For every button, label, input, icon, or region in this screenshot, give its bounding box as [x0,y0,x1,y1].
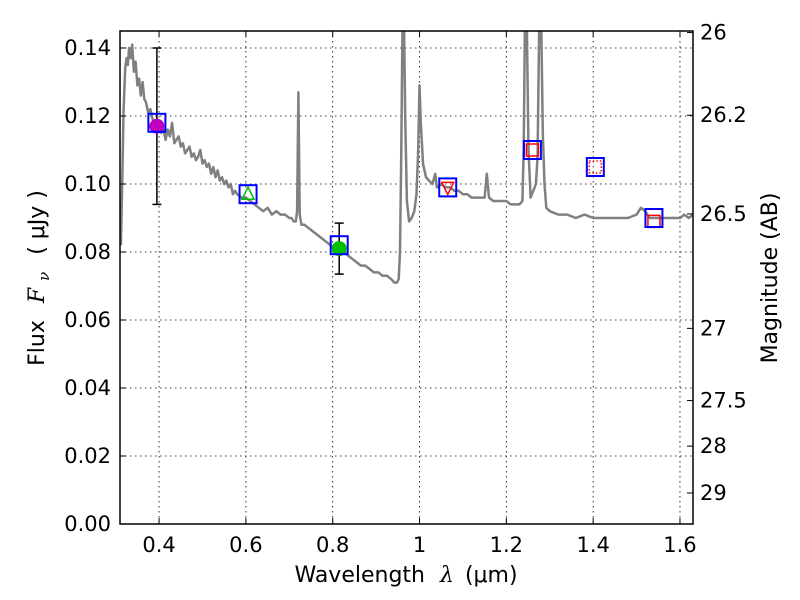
x-axis-title: Wavelength λ (μm) [294,563,517,588]
x-tick-label: 0.8 [316,533,349,557]
model-spectrum-line [120,31,693,284]
y2-tick-label: 27 [700,316,727,340]
y-axis-title-symbol: F [25,287,50,304]
model-photometry-square [329,235,349,256]
x-axis-title-text: Wavelength [294,563,425,588]
y-axis-title: Flux F ν ( μJy ) [25,190,55,366]
x-tick-label: 1.2 [490,533,523,557]
y-tick-label: 0.04 [64,376,111,400]
model-photometry-square [238,184,258,205]
x-tick-label: 0.6 [229,533,262,557]
y2-tick-label: 26.5 [700,202,747,226]
model-photometry-square [522,140,542,160]
axis-ticks: 0.4 0.6 0.8 1 1.2 1.4 1.6 0.00 0.02 0.04 0.06 0.08 0… [64,21,747,557]
y-tick-label: 0.12 [64,104,111,128]
y-tick-label: 0.02 [64,444,111,468]
y2-tick-label: 28 [700,434,727,458]
y-axis-title-unit: ( μJy ) [25,190,50,255]
x-axis-title-symbol: λ [439,563,454,588]
model-spectrum-layer [120,31,693,284]
model-photometry-square [644,208,664,228]
observed-square-marker [588,160,603,174]
y-tick-label: 0.14 [64,36,111,60]
model-photometry-square [585,157,605,177]
x-tick-label: 0.4 [142,533,175,557]
y-tick-label: 0.10 [64,172,111,196]
y2-tick-label: 27.5 [700,389,747,413]
y-tick-label: 0.00 [64,512,111,536]
grid [120,31,693,525]
data-markers [147,47,664,275]
observed-flux-point [331,241,347,257]
y-tick-label: 0.06 [64,308,111,332]
y2-tick-label: 29 [700,481,727,505]
observed-flux-point [149,118,165,134]
x-tick-label: 1 [413,533,426,557]
y-axis-title-subscript: ν [35,272,53,281]
x-tick-label: 1.6 [663,533,696,557]
y2-tick-label: 26.2 [700,103,747,127]
upper-limit-triangle-marker [440,181,455,197]
y-axis-title-text: Flux [25,320,50,366]
plot-frame [119,30,694,525]
observed-square-marker [525,143,540,157]
x-axis-title-unit: (μm) [465,563,518,588]
model-photometry-square [438,177,458,198]
y2-tick-label: 26 [700,21,727,45]
y2-axis-title: Magnitude (AB) [758,193,783,364]
x-tick-label: 1.4 [576,533,609,557]
upper-limit-triangle-marker [240,185,256,200]
y-tick-label: 0.08 [64,240,111,264]
model-photometry-square [147,112,167,133]
